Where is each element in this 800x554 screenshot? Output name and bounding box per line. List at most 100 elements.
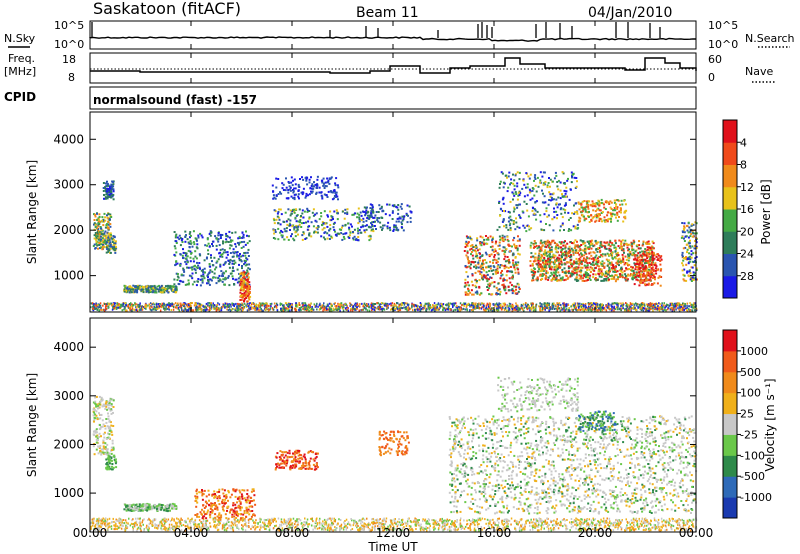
heatmap-cell: [571, 303, 574, 306]
heatmap-cell: [219, 265, 222, 268]
heatmap-cell: [561, 268, 564, 271]
heatmap-cell: [243, 275, 246, 278]
heatmap-cell: [182, 248, 184, 251]
heatmap-cell: [481, 302, 483, 305]
heatmap-cell: [353, 307, 356, 310]
heatmap-cell: [543, 171, 546, 174]
heatmap-cell: [542, 183, 545, 186]
heatmap-cell: [498, 241, 501, 244]
heatmap-cell: [351, 213, 354, 216]
heatmap-cell: [545, 210, 548, 213]
heatmap-cell: [569, 275, 572, 278]
heatmap-cell: [379, 305, 382, 308]
heatmap-cell: [513, 266, 516, 269]
heatmap-cell: [194, 250, 197, 253]
heatmap-cell: [194, 304, 197, 307]
heatmap-cell: [200, 269, 203, 272]
heatmap-cell: [642, 309, 645, 312]
heatmap-cell: [243, 263, 245, 266]
heatmap-cell: [163, 291, 166, 294]
heatmap-cell: [302, 222, 305, 224]
heatmap-cell: [549, 185, 551, 188]
heatmap-cell: [113, 245, 115, 248]
heatmap-cell: [125, 304, 128, 307]
heatmap-cell: [234, 308, 236, 311]
heatmap-cell: [576, 223, 579, 226]
heatmap-cell: [322, 177, 325, 180]
heatmap-cell: [608, 254, 610, 257]
heatmap-cell: [301, 209, 304, 212]
heatmap-cell: [205, 257, 208, 260]
heatmap-cell: [117, 303, 119, 306]
heatmap-cell: [467, 258, 469, 261]
heatmap-cell: [373, 304, 375, 307]
heatmap-cell: [583, 254, 586, 257]
heatmap-cell: [508, 171, 511, 174]
heatmap-cell: [176, 279, 179, 281]
heatmap-cell: [466, 309, 468, 312]
heatmap-cell: [446, 308, 449, 311]
heatmap-cell: [215, 261, 218, 264]
heatmap-cell: [301, 304, 304, 307]
heatmap-cell: [403, 303, 406, 306]
heatmap-cell: [345, 309, 348, 311]
heatmap-cell: [124, 302, 127, 305]
heatmap-cell: [173, 285, 175, 288]
heatmap-cell: [599, 306, 601, 309]
heatmap-cell: [447, 304, 450, 307]
heatmap-cell: [100, 243, 102, 246]
heatmap-cell: [466, 281, 469, 284]
heatmap-cell: [185, 263, 188, 266]
heatmap-cell: [187, 304, 190, 307]
heatmap-cell: [335, 193, 338, 196]
heatmap-cell: [393, 224, 396, 227]
heatmap-cell: [656, 307, 659, 310]
heatmap-cell: [234, 303, 236, 306]
heatmap-cell: [592, 276, 595, 279]
heatmap-cell: [215, 305, 217, 308]
heatmap-cell: [195, 308, 198, 311]
heatmap-cell: [495, 259, 498, 262]
heatmap-cell: [647, 303, 649, 306]
heatmap-cell: [364, 214, 367, 217]
heatmap-cell: [300, 309, 302, 312]
heatmap-cell: [497, 309, 500, 312]
heatmap-cell: [561, 193, 563, 196]
heatmap-cell: [312, 214, 315, 217]
heatmap-cell: [492, 236, 494, 239]
heatmap-cell: [187, 279, 190, 282]
heatmap-cell: [514, 261, 517, 264]
heatmap-cell: [506, 190, 509, 193]
heatmap-cell: [481, 241, 484, 244]
heatmap-cell: [214, 307, 216, 310]
heatmap-cell: [302, 187, 305, 190]
heatmap-cell: [504, 288, 507, 291]
heatmap-cell: [239, 273, 242, 275]
heatmap-cell: [176, 273, 179, 275]
heatmap-cell: [258, 302, 261, 305]
heatmap-cell: [512, 182, 515, 185]
heatmap-cell: [517, 271, 520, 274]
heatmap-cell: [179, 302, 181, 305]
heatmap-cell: [346, 304, 348, 307]
heatmap-cell: [257, 304, 260, 306]
heatmap-cell: [482, 242, 485, 245]
heatmap-cell: [239, 275, 242, 278]
heatmap-cell: [158, 284, 161, 287]
heatmap-cell: [228, 230, 231, 233]
heatmap-cell: [150, 287, 153, 290]
heatmap-cell: [272, 197, 275, 200]
heatmap-cell: [567, 230, 570, 232]
heatmap-cell: [498, 266, 501, 269]
heatmap-cell: [217, 277, 220, 280]
heatmap-cell: [500, 171, 503, 174]
heatmap-cell: [281, 307, 283, 310]
heatmap-cell: [300, 306, 302, 309]
heatmap-cell: [609, 239, 612, 242]
heatmap-cell: [199, 254, 202, 257]
heatmap-cell: [541, 189, 543, 192]
heatmap-cell: [503, 267, 506, 270]
heatmap-cell: [263, 303, 266, 305]
heatmap-cell: [326, 232, 329, 235]
heatmap-cell: [503, 258, 506, 261]
